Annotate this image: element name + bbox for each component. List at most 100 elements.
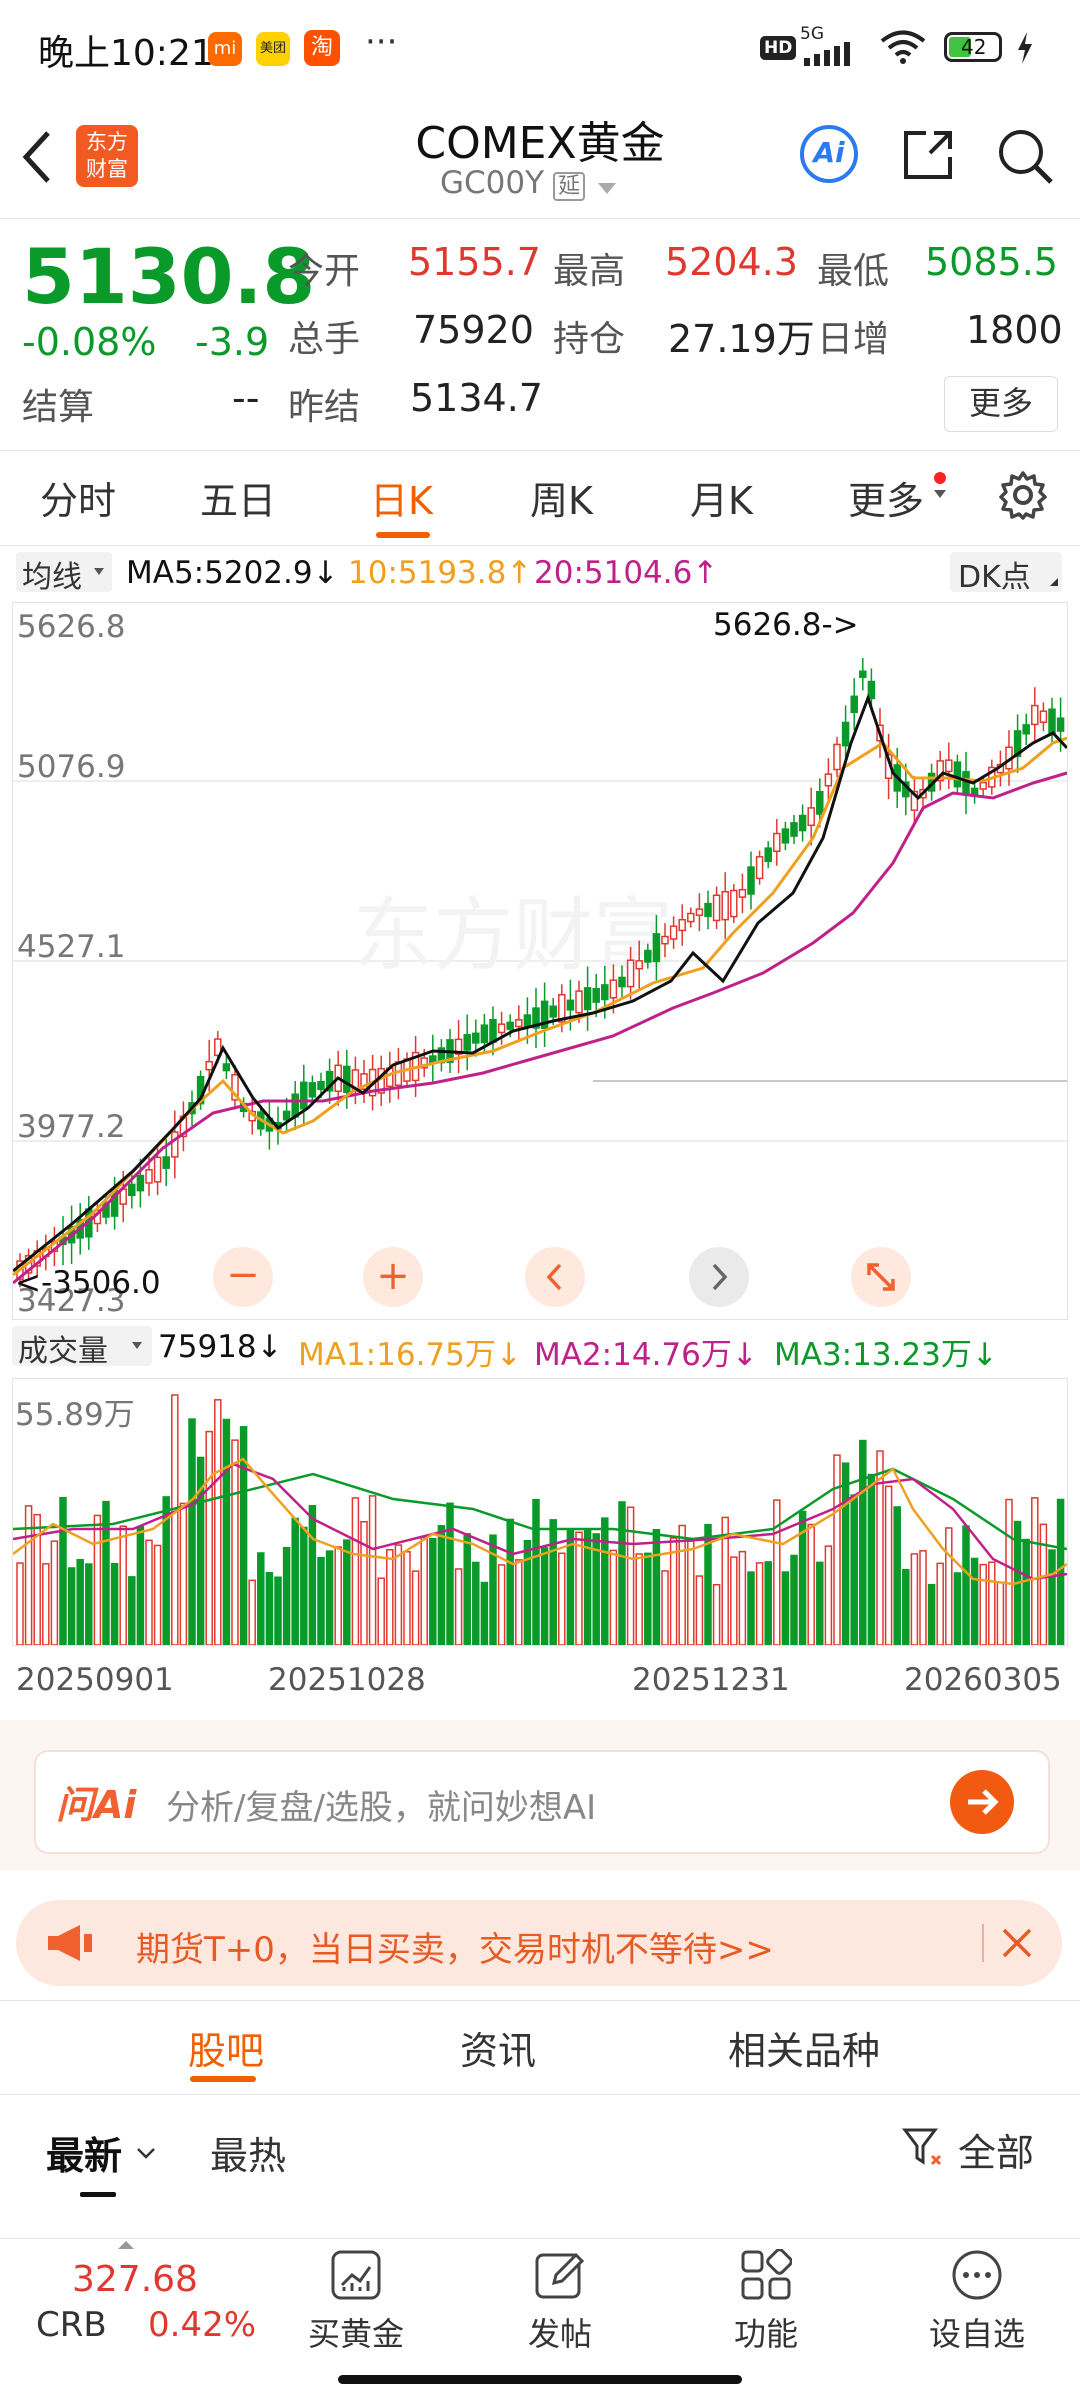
eastmoney-logo: 东方 财富 xyxy=(76,125,138,187)
candle-body xyxy=(583,987,592,1011)
zoom-in-button[interactable]: + xyxy=(363,1247,423,1307)
daily-add-value: 1800 xyxy=(966,308,1063,352)
functions-button[interactable]: 功能 xyxy=(706,2249,826,2369)
buy-gold-button[interactable]: 买黄金 xyxy=(296,2249,416,2369)
volume-bar xyxy=(730,1556,738,1645)
gear-icon[interactable] xyxy=(998,470,1048,520)
volume-bar xyxy=(162,1496,170,1645)
candle-body xyxy=(549,1005,557,1018)
volume-bar xyxy=(523,1539,532,1645)
feed-tab-latest[interactable]: 最新 xyxy=(46,2134,123,2178)
promo-banner[interactable]: 期货T+0，当日买卖，交易时机不等待>> xyxy=(16,1900,1062,1986)
candle-body xyxy=(833,743,841,771)
tab-more[interactable]: 更多 xyxy=(848,479,925,523)
y-axis-label-2: 5076.9 xyxy=(17,749,126,785)
chevron-down-icon xyxy=(598,183,617,194)
volume-bar xyxy=(274,1576,282,1645)
ma20-value: 20:5104.6↑ xyxy=(534,555,719,591)
ai-search-box[interactable]: 问Ai 分析/复盘/选股，就问妙想AI xyxy=(34,1750,1050,1854)
ma5-line xyxy=(13,693,1067,1273)
feed-tab-hot[interactable]: 最热 xyxy=(210,2134,287,2178)
pan-right-button[interactable] xyxy=(689,1247,749,1307)
volume-bar xyxy=(429,1537,437,1645)
volume-bar xyxy=(687,1540,695,1645)
filter-button[interactable]: 全部 xyxy=(902,2120,1052,2176)
contract-selector[interactable]: GC00Y 延 xyxy=(440,165,640,205)
candle-body xyxy=(755,856,764,880)
charging-icon xyxy=(1016,32,1034,64)
volume-bar xyxy=(179,1502,188,1645)
dk-point-button[interactable]: DK点 xyxy=(950,552,1062,595)
tab-intraday[interactable]: 分时 xyxy=(40,479,117,523)
search-icon[interactable] xyxy=(996,127,1056,187)
volume-bar xyxy=(721,1516,729,1645)
candle-body xyxy=(360,1073,368,1090)
volume-value: 75920 xyxy=(413,308,534,352)
y-axis-label-3: 4527.1 xyxy=(17,929,126,965)
change-percent: -0.08% xyxy=(22,320,157,364)
volume-bar xyxy=(755,1562,764,1645)
open-interest-value: 27.19万 xyxy=(668,317,815,361)
ai-button[interactable]: Ai xyxy=(800,125,858,183)
volume-bar xyxy=(747,1571,755,1645)
candle-body xyxy=(738,888,747,898)
candle-body xyxy=(652,933,661,963)
candle-body xyxy=(807,807,815,827)
volume-bar xyxy=(1022,1538,1030,1645)
index-ticker[interactable]: 327.68 CRB 0.42% xyxy=(0,2239,270,2359)
price-chart[interactable]: 东方财富 5626.8 5076.9 4527.1 3977.2 3427.3 … xyxy=(12,602,1068,1320)
volume-bar xyxy=(136,1526,145,1645)
ma-selector[interactable]: 均线 xyxy=(16,552,112,595)
candle-body xyxy=(497,1023,506,1034)
more-circle-icon xyxy=(952,2250,1002,2300)
candle-body xyxy=(1013,730,1022,758)
volume-bar xyxy=(902,1568,910,1645)
tab-weekly-k[interactable]: 周K xyxy=(530,479,593,523)
volume-bar xyxy=(93,1514,102,1645)
add-watchlist-button[interactable]: 设自选 xyxy=(912,2249,1042,2369)
edit-icon xyxy=(535,2252,585,2299)
candle-body xyxy=(506,1021,514,1030)
volume-bar xyxy=(945,1527,953,1645)
vol-ma1-value: MA1:16.75万↓ xyxy=(298,1337,522,1373)
candle-body xyxy=(712,894,721,922)
candle-body xyxy=(1039,710,1048,723)
zoom-out-button[interactable]: − xyxy=(213,1247,273,1307)
close-icon[interactable] xyxy=(1000,1926,1034,1960)
buy-gold-label: 买黄金 xyxy=(307,2315,404,2353)
banner-divider xyxy=(982,1924,984,1962)
volume-selector[interactable]: 成交量 xyxy=(12,1326,152,1369)
status-bar: 晚上10:21 mi 美团 淘 ··· HD 5G 42 xyxy=(0,0,1080,95)
pan-left-button[interactable] xyxy=(525,1247,585,1307)
share-icon[interactable] xyxy=(900,127,956,183)
tab-daily-k[interactable]: 日K xyxy=(370,479,433,523)
candle-body xyxy=(626,959,635,988)
volume-chart[interactable]: 55.89万 xyxy=(12,1378,1068,1646)
volume-bar xyxy=(231,1439,239,1645)
date-label-1: 20250901 xyxy=(16,1662,174,1698)
volume-bar xyxy=(42,1563,50,1645)
tab-news[interactable]: 资讯 xyxy=(460,2029,537,2073)
volume-y-max: 55.89万 xyxy=(15,1397,135,1433)
volume-bar xyxy=(592,1533,600,1645)
tab-five-day[interactable]: 五日 xyxy=(200,479,277,523)
volume-bar xyxy=(867,1473,876,1645)
candle-body xyxy=(231,1074,239,1101)
tab-stock-forum[interactable]: 股吧 xyxy=(188,2029,265,2073)
more-tab-dot xyxy=(934,472,946,484)
back-icon[interactable] xyxy=(18,127,58,187)
more-button[interactable]: 更多 xyxy=(944,376,1058,432)
fullscreen-button[interactable] xyxy=(851,1247,911,1307)
tab-monthly-k[interactable]: 月K xyxy=(690,479,753,523)
tab-related[interactable]: 相关品种 xyxy=(728,2029,881,2073)
open-value: 5155.7 xyxy=(408,240,541,284)
volume-bar xyxy=(50,1540,59,1645)
candle-body xyxy=(962,771,970,795)
candle-body xyxy=(523,1014,532,1027)
candle-body xyxy=(300,1081,308,1110)
y-axis-label-4: 3977.2 xyxy=(17,1109,126,1145)
volume-bar xyxy=(1048,1549,1056,1645)
candle-body xyxy=(128,1183,136,1197)
post-button[interactable]: 发帖 xyxy=(500,2249,620,2369)
ai-submit-button[interactable] xyxy=(950,1770,1014,1834)
